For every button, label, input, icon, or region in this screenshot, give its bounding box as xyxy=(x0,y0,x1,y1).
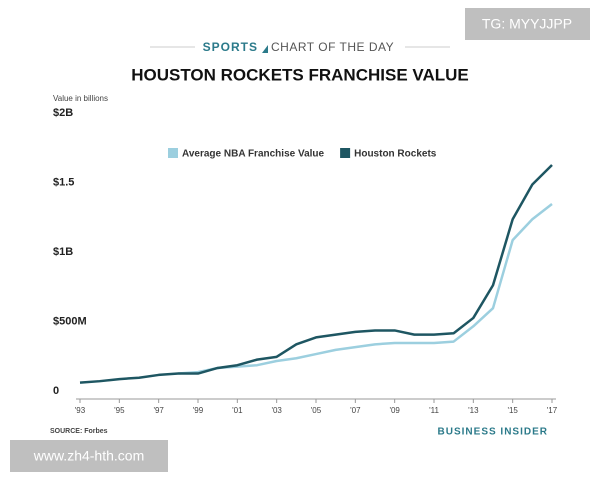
kicker-rest: CHART OF THE DAY xyxy=(271,40,394,54)
x-tick-label: '13 xyxy=(468,406,479,415)
x-tick-label: '15 xyxy=(507,406,518,415)
x-tick-label: '07 xyxy=(350,406,361,415)
watermark-box xyxy=(465,8,590,40)
line-series xyxy=(79,164,553,384)
legend-swatch xyxy=(340,148,351,158)
x-tick-label: '05 xyxy=(311,406,322,415)
legend-label: Houston Rockets xyxy=(354,149,437,160)
x-tick-label: '01 xyxy=(232,406,243,415)
x-tick-label: '97 xyxy=(153,406,164,415)
y-tick-label: $500M xyxy=(53,315,87,327)
x-tick-label: '11 xyxy=(429,406,439,415)
legend-swatch xyxy=(168,148,178,158)
x-tick-label: '95 xyxy=(114,406,125,415)
watermark-box xyxy=(10,440,168,472)
x-tick-label: '17 xyxy=(547,406,558,415)
x-tick-label: '09 xyxy=(389,406,400,415)
line-series xyxy=(178,202,553,375)
kicker: SPORTS xyxy=(203,40,258,54)
x-tick-label: '03 xyxy=(271,406,282,415)
watermark: www.zh4-hth.com xyxy=(33,448,144,464)
source: SOURCE: Forbes xyxy=(50,428,108,435)
legend-label: Average NBA Franchise Value xyxy=(182,149,325,160)
x-tick-label: '93 xyxy=(75,406,86,415)
y-tick-label: $1.5 xyxy=(53,176,74,188)
watermark: TG: MYYJJPP xyxy=(482,16,572,32)
brand: BUSINESS INSIDER xyxy=(438,427,548,438)
x-tick-label: '99 xyxy=(193,406,204,415)
y-tick-label: $1B xyxy=(53,246,73,258)
y-tick-label: 0 xyxy=(53,385,59,397)
chart-title: HOUSTON ROCKETS FRANCHISE VALUE xyxy=(131,65,469,84)
y-axis-label: Value in billions xyxy=(53,94,108,103)
kicker-icon xyxy=(262,45,268,53)
y-tick-label: $2B xyxy=(53,107,73,119)
